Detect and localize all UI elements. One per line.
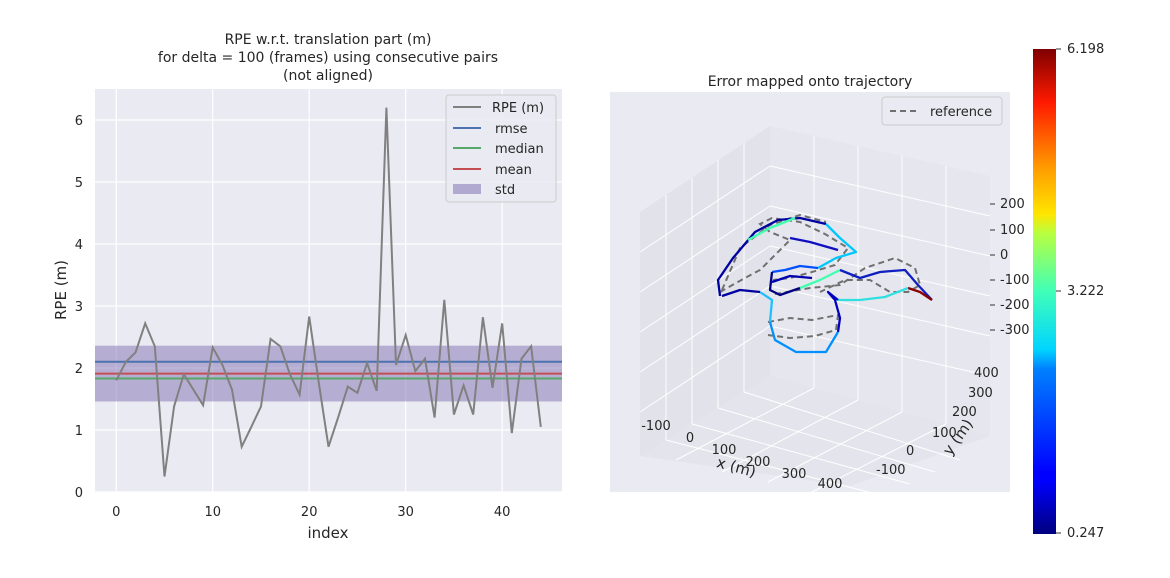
x-tick-label: 0 xyxy=(686,431,694,446)
legend-rmse-label: rmse xyxy=(495,122,528,137)
left-pane xyxy=(640,126,770,456)
rpe-title-line-1: RPE w.r.t. translation part (m) xyxy=(225,32,432,48)
rpe-y-tick-label: 6 xyxy=(75,114,83,129)
y-tick-label: 0 xyxy=(906,444,914,459)
rpe-x-tick-labels: 0 10 20 30 40 xyxy=(112,505,510,520)
y-tick-label: -100 xyxy=(876,463,906,478)
rpe-y-tick-label: 2 xyxy=(75,362,83,377)
z-tick-label: -200 xyxy=(1000,298,1030,313)
rpe-x-tick-label: 30 xyxy=(397,505,414,520)
rpe-x-tick-label: 20 xyxy=(301,505,318,520)
colorbar-max-label: 6.198 xyxy=(1067,42,1104,57)
z-tick-label: 100 xyxy=(1000,223,1025,238)
rpe-y-tick-label: 4 xyxy=(75,238,83,253)
y-tick-label: 100 xyxy=(932,426,957,441)
floor-pane xyxy=(640,376,990,486)
z-tick-label: 200 xyxy=(1000,197,1025,212)
estimated-trajectory xyxy=(716,216,933,354)
rpe-y-tick-label: 3 xyxy=(75,300,83,315)
colorbar-min-label: 0.247 xyxy=(1067,526,1104,541)
z-tick-label: -300 xyxy=(1000,323,1030,338)
rpe-x-tick-label: 40 xyxy=(494,505,511,520)
x-tick-label: 100 xyxy=(712,443,737,458)
colorbar-gradient xyxy=(1033,49,1056,534)
x-tick-labels: -100 0 100 200 300 400 xyxy=(641,419,842,492)
legend-median-label: median xyxy=(495,142,544,157)
trajectory-title: Error mapped onto trajectory xyxy=(708,74,913,90)
x-tick-label: 400 xyxy=(818,477,843,492)
z-tick-label: 0 xyxy=(1000,248,1008,263)
rpe-y-tick-label: 0 xyxy=(75,486,83,501)
trajectory-legend: reference xyxy=(881,96,1003,126)
rpe-y-tick-label: 5 xyxy=(75,176,83,191)
rpe-title-line-2: for delta = 100 (frames) using consecuti… xyxy=(158,50,498,66)
rpe-legend: RPE (m) rmse median mean std xyxy=(445,94,557,203)
y-tick-label: 200 xyxy=(952,405,977,420)
trajectory-legend-box xyxy=(881,96,1003,126)
rpe-y-axis-label: RPE (m) xyxy=(52,260,70,320)
x-tick-label: 300 xyxy=(782,467,807,482)
rpe-y-tick-label: 1 xyxy=(75,424,83,439)
rpe-y-tick-labels: 0 1 2 3 4 5 6 xyxy=(75,114,83,501)
rpe-x-axis-label: index xyxy=(307,524,348,542)
y-tick-label: 300 xyxy=(968,386,993,401)
rpe-chart: 0 10 20 30 40 0 1 2 3 4 5 6 RPE w.r.t. translation… xyxy=(52,32,562,542)
z-tick-labels: 200 100 0 -100 -200 -300 xyxy=(990,197,1030,338)
rpe-title-line-3: (not aligned) xyxy=(283,68,373,84)
legend-std-label: std xyxy=(495,183,515,198)
y-tick-label: 400 xyxy=(974,366,999,381)
legend-rpe-label: RPE (m) xyxy=(492,101,544,116)
z-tick-label: -100 xyxy=(1000,273,1030,288)
legend-reference-label: reference xyxy=(930,105,992,120)
rpe-x-tick-label: 10 xyxy=(204,505,221,520)
legend-mean-label: mean xyxy=(495,163,532,178)
rpe-series xyxy=(115,107,542,477)
legend-std-swatch xyxy=(453,184,481,194)
x-tick-label: 200 xyxy=(746,455,771,470)
rpe-legend-box xyxy=(445,94,557,203)
rpe-series-line xyxy=(115,107,542,477)
x-tick-label: -100 xyxy=(641,419,671,434)
colorbar: 6.198 3.222 0.247 xyxy=(1033,42,1104,541)
colorbar-mid-label: 3.222 xyxy=(1067,284,1104,299)
rpe-x-tick-label: 0 xyxy=(112,505,120,520)
